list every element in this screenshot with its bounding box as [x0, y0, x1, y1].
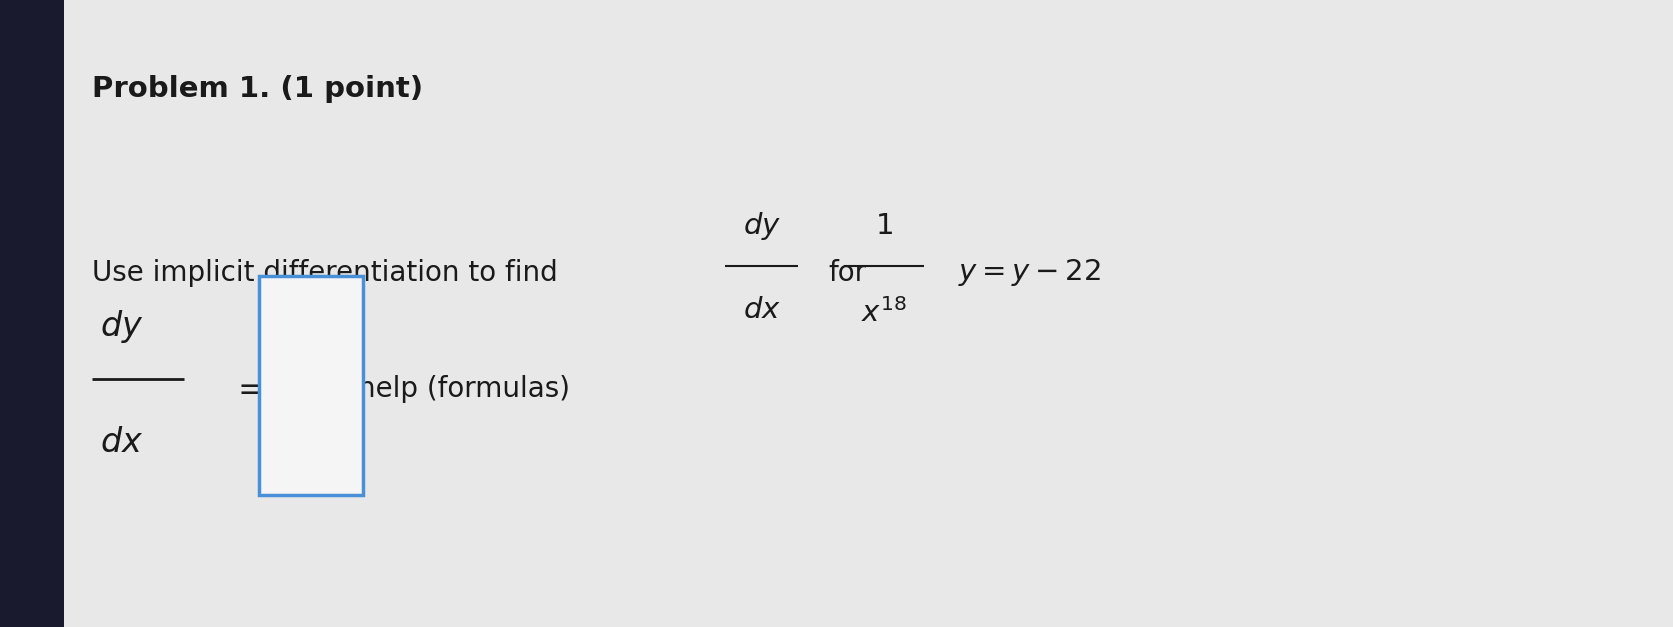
Text: $\mathit{dy}$: $\mathit{dy}$ — [743, 209, 780, 242]
Text: $\mathit{dy}$: $\mathit{dy}$ — [100, 307, 144, 345]
Text: for: for — [828, 259, 867, 287]
Text: $\mathit{dx}$: $\mathit{dx}$ — [100, 426, 144, 458]
Text: $\mathit{x}^{18}$: $\mathit{x}^{18}$ — [860, 298, 907, 329]
Text: Problem 1. (1 point): Problem 1. (1 point) — [92, 75, 423, 103]
Text: Use implicit differentiation to find: Use implicit differentiation to find — [92, 259, 557, 287]
Text: $\mathit{y} = \mathit{y} - 22$: $\mathit{y} = \mathit{y} - 22$ — [957, 257, 1099, 288]
FancyBboxPatch shape — [259, 276, 363, 495]
Text: $1$: $1$ — [875, 212, 892, 240]
Text: help (formulas): help (formulas) — [358, 375, 570, 403]
FancyBboxPatch shape — [0, 0, 64, 627]
Text: $\mathit{dx}$: $\mathit{dx}$ — [743, 297, 780, 324]
Text: $=$: $=$ — [231, 372, 264, 405]
